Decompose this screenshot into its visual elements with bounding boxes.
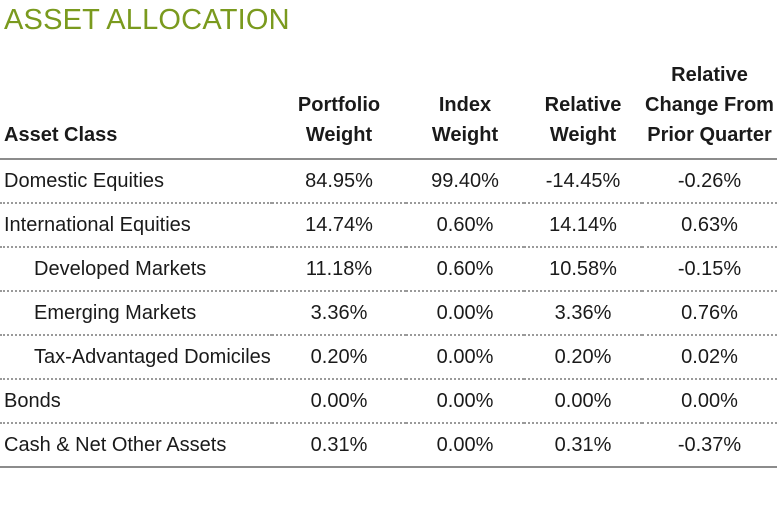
- asset-allocation-table: Asset Class Portfolio Weight Index Weigh…: [0, 60, 777, 468]
- table-row: Bonds 0.00% 0.00% 0.00% 0.00%: [0, 379, 777, 424]
- relative-weight-cell: 0.31%: [524, 423, 642, 468]
- header-relative-change: Relative Change From Prior Quarter: [642, 60, 777, 160]
- index-weight-cell: 0.00%: [406, 335, 524, 380]
- asset-class-cell: Developed Markets: [0, 247, 272, 292]
- index-weight-cell: 0.00%: [406, 379, 524, 424]
- asset-class-cell: Bonds: [0, 379, 272, 424]
- page-title: ASSET ALLOCATION: [4, 4, 290, 36]
- index-weight-cell: 0.00%: [406, 423, 524, 468]
- relative-change-cell: 0.02%: [642, 335, 777, 380]
- relative-weight-cell: 3.36%: [524, 291, 642, 336]
- header-index-weight: Index Weight: [406, 60, 524, 160]
- relative-change-cell: 0.76%: [642, 291, 777, 336]
- table-row: Emerging Markets 3.36% 0.00% 3.36% 0.76%: [0, 291, 777, 336]
- portfolio-weight-cell: 0.00%: [272, 379, 406, 424]
- table-row: Tax-Advantaged Domiciles 0.20% 0.00% 0.20% 0…: [0, 335, 777, 380]
- relative-change-cell: -0.26%: [642, 159, 777, 204]
- index-weight-cell: 99.40%: [406, 159, 524, 204]
- relative-change-cell: -0.15%: [642, 247, 777, 292]
- relative-weight-cell: 0.20%: [524, 335, 642, 380]
- table-row: Developed Markets 11.18% 0.60% 10.58% -0.15%: [0, 247, 777, 292]
- relative-weight-cell: 10.58%: [524, 247, 642, 292]
- relative-change-cell: 0.63%: [642, 203, 777, 248]
- index-weight-cell: 0.60%: [406, 247, 524, 292]
- portfolio-weight-cell: 14.74%: [272, 203, 406, 248]
- relative-weight-cell: 0.00%: [524, 379, 642, 424]
- asset-class-cell: Emerging Markets: [0, 291, 272, 336]
- asset-class-cell: Cash & Net Other Assets: [0, 423, 272, 468]
- index-weight-cell: 0.60%: [406, 203, 524, 248]
- table-row: Cash & Net Other Assets 0.31% 0.00% 0.31% -0…: [0, 423, 777, 468]
- header-asset-class: Asset Class: [0, 60, 272, 160]
- portfolio-weight-cell: 0.31%: [272, 423, 406, 468]
- asset-class-cell: Domestic Equities: [0, 159, 272, 204]
- relative-weight-cell: 14.14%: [524, 203, 642, 248]
- index-weight-cell: 0.00%: [406, 291, 524, 336]
- relative-weight-cell: -14.45%: [524, 159, 642, 204]
- portfolio-weight-cell: 3.36%: [272, 291, 406, 336]
- portfolio-weight-cell: 84.95%: [272, 159, 406, 204]
- relative-change-cell: 0.00%: [642, 379, 777, 424]
- header-relative-weight: Relative Weight: [524, 60, 642, 160]
- header-portfolio-weight: Portfolio Weight: [272, 60, 406, 160]
- asset-class-cell: Tax-Advantaged Domiciles: [0, 335, 272, 380]
- relative-change-cell: -0.37%: [642, 423, 777, 468]
- table-row: Domestic Equities 84.95% 99.40% -14.45% -0.2…: [0, 159, 777, 204]
- asset-class-cell: International Equities: [0, 203, 272, 248]
- table-header-row: Asset Class Portfolio Weight Index Weigh…: [0, 60, 777, 160]
- table-row: International Equities 14.74% 0.60% 14.14% 0…: [0, 203, 777, 248]
- portfolio-weight-cell: 0.20%: [272, 335, 406, 380]
- portfolio-weight-cell: 11.18%: [272, 247, 406, 292]
